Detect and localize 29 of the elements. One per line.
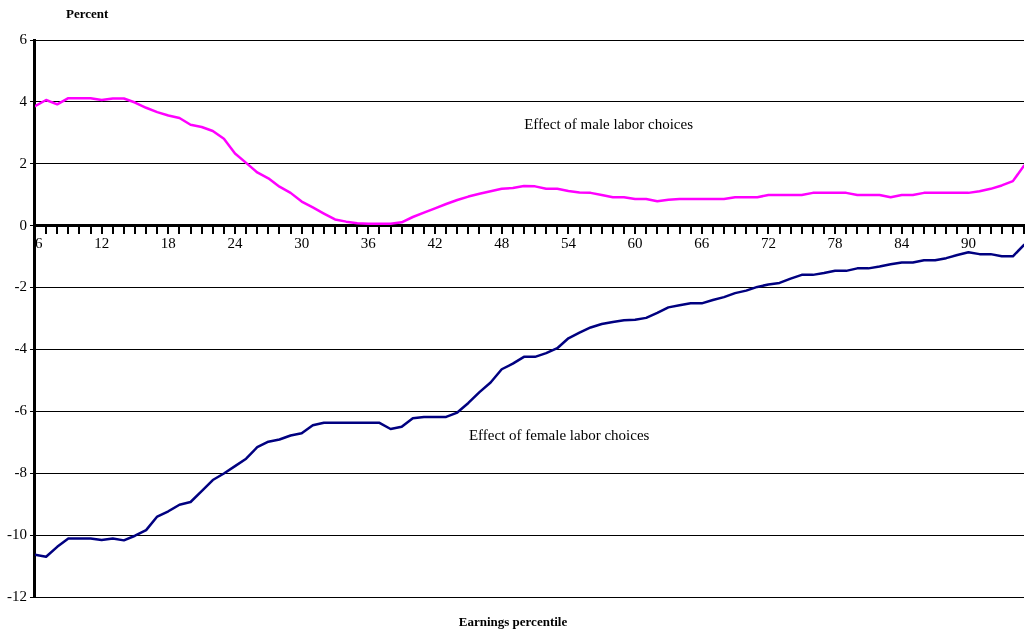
x-tick-label: 60 (627, 234, 643, 251)
y-tick-label: 6 (19, 30, 28, 47)
y-axis-title: Percent (66, 6, 109, 22)
y-tick-label: 2 (19, 154, 27, 171)
x-tick-label: 30 (294, 234, 310, 251)
y-tick-label: -6 (14, 402, 28, 419)
x-tick-label: 24 (227, 234, 244, 251)
annotation: Effect of male labor choices (524, 115, 694, 133)
x-axis-title: Earnings percentile (457, 614, 569, 630)
x-tick-label: 90 (960, 234, 976, 251)
x-tick-label: 54 (560, 234, 577, 251)
x-tick-label: 42 (427, 234, 443, 251)
x-tick-label: 6 (35, 234, 43, 251)
y-tick-label: 0 (19, 216, 27, 233)
x-tick-label: 36 (360, 234, 377, 251)
x-tick-label: 12 (94, 234, 110, 251)
annotation: Effect of female labor choices (468, 426, 650, 444)
y-tick-label: -10 (7, 526, 27, 543)
x-tick-label: 48 (494, 234, 510, 251)
x-tick-label: 78 (827, 234, 843, 251)
y-tick-label: -8 (14, 464, 27, 481)
x-tick-label: 84 (894, 234, 910, 251)
y-tick-label: 4 (19, 92, 28, 109)
x-tick-label: 72 (760, 234, 776, 251)
y-tick-label: -2 (14, 278, 27, 295)
y-tick-label: -4 (14, 340, 28, 357)
x-tick-label: 66 (694, 234, 710, 251)
y-tick-label: -12 (7, 587, 27, 604)
x-tick-label: 18 (160, 234, 176, 251)
